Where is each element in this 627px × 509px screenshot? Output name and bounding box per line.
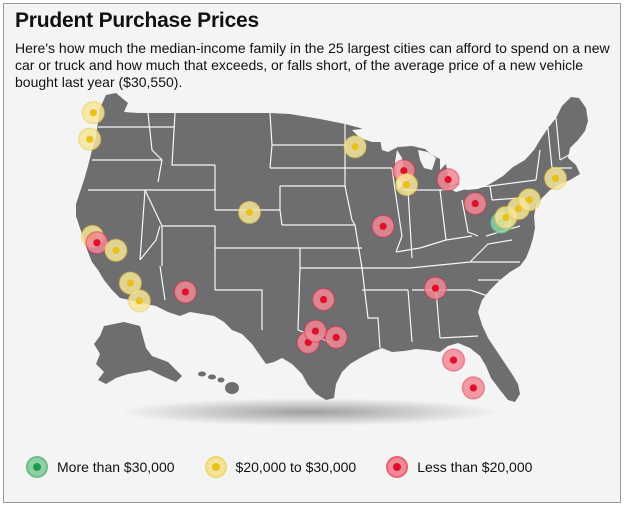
legend-item-yellow: $20,000 to $30,000 [204, 456, 357, 478]
city-marker-dot [319, 295, 328, 304]
city-marker-red [441, 348, 466, 372]
city-marker-yellow [77, 127, 102, 151]
city-marker-yellow [543, 166, 568, 191]
legend-label-green: More than $30,000 [57, 459, 175, 475]
city-marker-red [463, 191, 487, 216]
legend-label-yellow: $20,000 to $30,000 [235, 459, 357, 475]
city-marker-red [324, 325, 348, 350]
city-marker-dot [469, 384, 477, 392]
city-marker-dot [379, 222, 387, 230]
city-marker-dot [181, 288, 190, 296]
city-marker-yellow [517, 188, 542, 212]
alaska-shape [94, 322, 182, 384]
city-marker-yellow [104, 238, 128, 263]
city-marker-dot [444, 175, 452, 184]
map-subtitle: Here's how much the median-income family… [15, 40, 610, 90]
city-marker-dot [402, 181, 411, 189]
lake-superior [352, 128, 402, 142]
city-marker-dot [431, 284, 440, 292]
city-marker-dot [400, 167, 408, 175]
legend-red-swatch [386, 456, 409, 478]
lake-huron [418, 150, 436, 170]
city-marker-red [371, 214, 395, 239]
legend-item-green: More than $30,000 [26, 456, 175, 478]
city-marker-dot [525, 196, 533, 204]
city-marker-red [461, 376, 486, 400]
city-marker-yellow [118, 271, 143, 295]
legend-green-swatch [26, 456, 48, 478]
lake-ontario [488, 166, 508, 174]
city-marker-dot [351, 143, 359, 151]
city-marker-dot [471, 199, 479, 208]
city-marker-dot [514, 205, 523, 213]
city-marker-dot [126, 279, 134, 287]
city-marker-dot [245, 208, 254, 217]
city-marker-dot [93, 239, 101, 247]
city-marker-dot [332, 333, 340, 341]
legend-item-red: Less than $20,000 [386, 456, 532, 478]
city-marker-dot [311, 327, 319, 335]
city-marker-yellow [81, 100, 106, 125]
legend: More than $30,000 $20,000 to $30,000 Les… [26, 456, 562, 478]
city-marker-red [423, 276, 448, 300]
city-marker-dot [89, 109, 97, 117]
city-marker-dot [502, 213, 510, 222]
city-marker-red [303, 319, 328, 343]
map-shadow [120, 398, 500, 426]
hawaii-shape [198, 371, 239, 394]
city-marker-yellow [394, 172, 419, 197]
city-marker-red [173, 280, 198, 304]
state-borders [88, 112, 579, 349]
city-marker-yellow [127, 289, 152, 313]
city-marker-dot [551, 174, 560, 182]
city-marker-yellow [237, 200, 262, 225]
city-marker-yellow [343, 135, 367, 159]
city-marker-dot [86, 135, 94, 143]
city-marker-dot [449, 356, 458, 364]
city-marker-dot [112, 246, 120, 254]
city-marker-red [311, 287, 336, 312]
legend-yellow-swatch [204, 456, 227, 478]
city-marker-red [436, 167, 460, 192]
map-title: Prudent Purchase Prices [15, 9, 260, 32]
city-markers [77, 100, 568, 400]
legend-label-red: Less than $20,000 [417, 459, 533, 475]
city-marker-dot [135, 297, 143, 305]
